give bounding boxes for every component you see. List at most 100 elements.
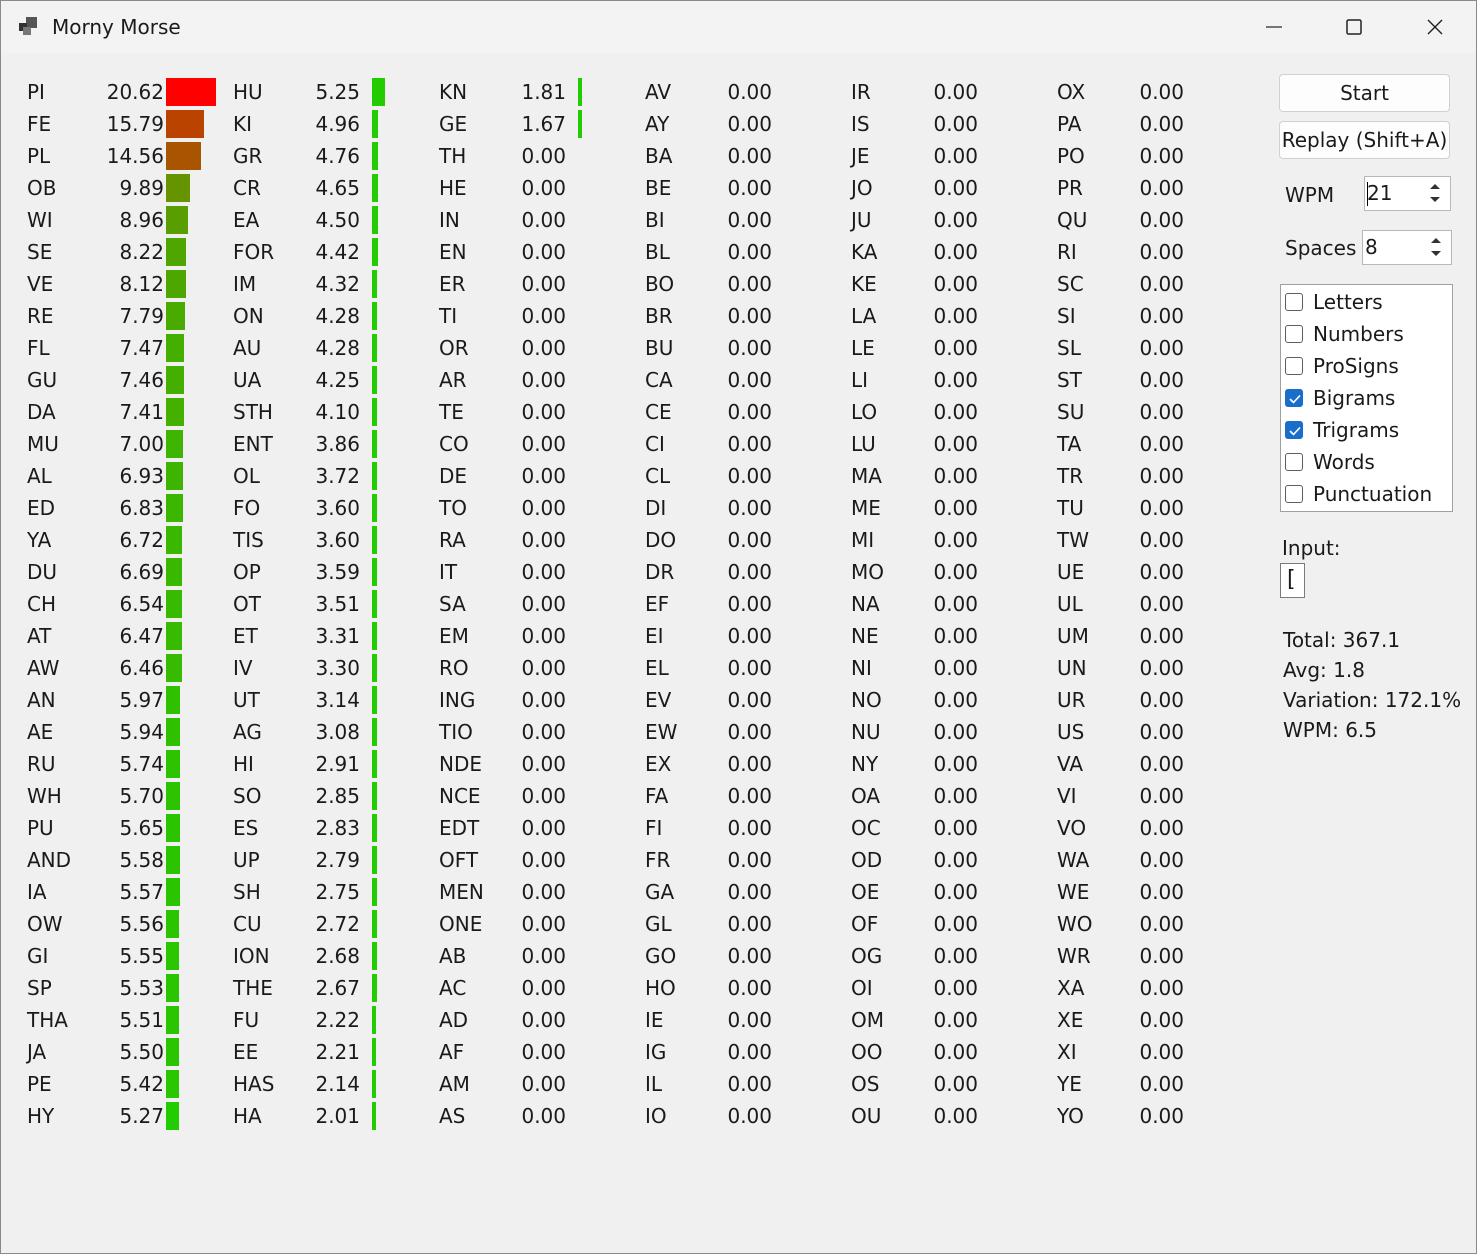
checkbox-bigrams[interactable]: Bigrams (1285, 383, 1453, 413)
row-value: 0.00 (933, 208, 978, 232)
row-value: 0.00 (1139, 336, 1184, 360)
maximize-button[interactable] (1314, 1, 1394, 53)
row-value: 3.59 (315, 560, 360, 584)
start-button[interactable]: Start (1279, 74, 1450, 112)
checkbox-icon[interactable] (1285, 325, 1303, 343)
row-key: EM (439, 624, 469, 648)
score-bar (166, 654, 182, 682)
checkbox-icon[interactable] (1285, 293, 1303, 311)
row-key: RE (27, 304, 54, 328)
row-value: 5.58 (119, 848, 164, 872)
row-value: 0.00 (1139, 752, 1184, 776)
spinner-arrows-icon[interactable] (1425, 233, 1447, 261)
close-button[interactable] (1395, 1, 1475, 53)
row-key: FO (233, 496, 261, 520)
checkbox-punctuation[interactable]: Punctuation (1285, 479, 1453, 509)
row-value: 5.97 (119, 688, 164, 712)
row-key: IL (645, 1072, 663, 1096)
checkbox-words[interactable]: Words (1285, 447, 1453, 477)
input-field[interactable]: [ (1280, 563, 1305, 598)
row-value: 0.00 (727, 560, 772, 584)
row-key: TR (1057, 464, 1084, 488)
row-value: 8.22 (119, 240, 164, 264)
row-key: GL (645, 912, 672, 936)
row-value: 0.00 (933, 1008, 978, 1032)
score-bar (166, 622, 182, 650)
score-bar (372, 878, 377, 906)
row-key: GR (233, 144, 263, 168)
row-key: MEN (439, 880, 484, 904)
row-key: TA (1057, 432, 1082, 456)
row-key: HY (27, 1104, 55, 1128)
checkbox-icon[interactable] (1285, 485, 1303, 503)
row-key: IN (439, 208, 460, 232)
score-bar (166, 398, 184, 426)
row-value: 6.47 (119, 624, 164, 648)
row-key: OI (851, 976, 873, 1000)
spinner-arrows-icon[interactable] (1424, 179, 1446, 207)
row-value: 4.50 (315, 208, 360, 232)
row-key: EA (233, 208, 260, 232)
row-key: LU (851, 432, 876, 456)
score-bar (372, 654, 377, 682)
row-key: YE (1057, 1072, 1082, 1096)
row-value: 0.00 (521, 1072, 566, 1096)
row-value: 0.00 (521, 464, 566, 488)
checkbox-numbers[interactable]: Numbers (1285, 319, 1453, 349)
score-bar (166, 206, 188, 234)
row-value: 4.65 (315, 176, 360, 200)
spaces-value[interactable]: 8 (1365, 235, 1378, 259)
checkbox-prosigns[interactable]: ProSigns (1285, 351, 1453, 381)
row-key: AN (27, 688, 56, 712)
replay-button[interactable]: Replay (Shift+A) (1279, 121, 1450, 159)
row-value: 0.00 (727, 496, 772, 520)
row-key: RI (1057, 240, 1077, 264)
score-bar (166, 494, 183, 522)
score-bar (372, 206, 378, 234)
title-bar[interactable]: Morny Morse (1, 1, 1476, 53)
checkbox-letters[interactable]: Letters (1285, 287, 1453, 317)
row-value: 0.00 (727, 592, 772, 616)
score-bar (166, 142, 201, 170)
row-key: QU (1057, 208, 1088, 232)
wpm-spinner[interactable]: 21 (1364, 176, 1451, 211)
row-key: EDT (439, 816, 480, 840)
row-key: AW (27, 656, 60, 680)
row-key: EF (645, 592, 670, 616)
row-value: 0.00 (521, 560, 566, 584)
row-value: 0.00 (521, 400, 566, 424)
row-key: GI (27, 944, 49, 968)
score-bar (372, 398, 377, 426)
row-value: 0.00 (521, 176, 566, 200)
stat-total: Total: 367.1 (1283, 628, 1401, 652)
row-value: 0.00 (933, 848, 978, 872)
row-key: VE (27, 272, 54, 296)
minimize-button[interactable] (1234, 1, 1314, 53)
score-bar (372, 142, 378, 170)
row-value: 0.00 (1139, 624, 1184, 648)
row-key: NO (851, 688, 882, 712)
row-key: OU (851, 1104, 882, 1128)
row-key: NE (851, 624, 879, 648)
row-value: 4.10 (315, 400, 360, 424)
row-key: SE (27, 240, 53, 264)
row-key: SO (233, 784, 262, 808)
checkbox-icon[interactable] (1285, 453, 1303, 471)
spaces-spinner[interactable]: 8 (1362, 230, 1452, 265)
stat-variation: Variation: 172.1% (1283, 688, 1462, 712)
checkbox-icon[interactable] (1285, 357, 1303, 375)
row-value: 0.00 (1139, 464, 1184, 488)
wpm-value[interactable]: 21 (1367, 181, 1393, 205)
row-key: GA (645, 880, 675, 904)
checkbox-trigrams[interactable]: Trigrams (1285, 415, 1453, 445)
row-key: PO (1057, 144, 1085, 168)
row-value: 2.22 (315, 1008, 360, 1032)
row-key: OX (1057, 80, 1086, 104)
spaces-label: Spaces (1285, 236, 1357, 260)
row-key: SP (27, 976, 52, 1000)
score-bar (372, 590, 377, 618)
text-caret (1367, 182, 1368, 206)
checkmark-icon[interactable] (1285, 421, 1303, 439)
checkmark-icon[interactable] (1285, 389, 1303, 407)
